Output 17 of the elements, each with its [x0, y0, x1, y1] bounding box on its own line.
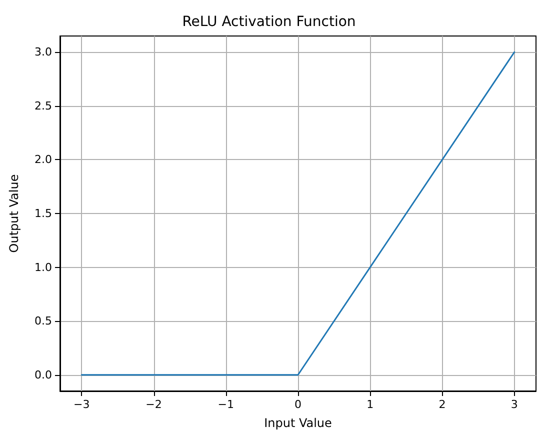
x-tick-label: 3	[510, 398, 518, 411]
x-tick-label: 0	[294, 398, 302, 411]
chart-title: ReLU Activation Function	[182, 14, 356, 30]
x-tick-label: 2	[438, 398, 446, 411]
x-tick-label: −3	[74, 398, 90, 411]
y-tick-label: 2.0	[34, 153, 52, 166]
y-tick-label: 0.5	[34, 314, 52, 328]
y-tick-label: 1.5	[34, 207, 52, 220]
x-tick-label: −1	[218, 398, 234, 411]
x-axis-title: Input Value	[264, 416, 332, 430]
x-tick-label: −2	[146, 398, 162, 411]
y-tick-label: 3.0	[34, 46, 52, 59]
y-tick-label: 0.0	[34, 368, 52, 382]
y-tick-label: 1.0	[34, 260, 52, 274]
x-tick-label: 1	[366, 398, 374, 411]
y-tick-label: 2.5	[34, 99, 52, 112]
y-axis-title: Output Value	[7, 174, 21, 253]
